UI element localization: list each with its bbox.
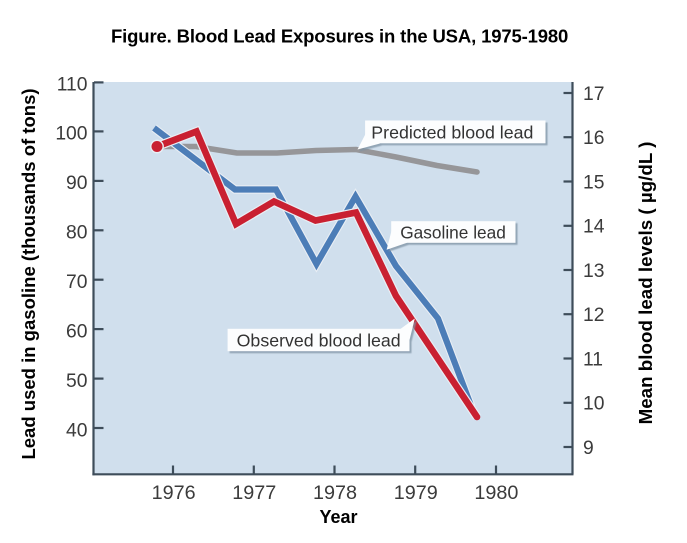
svg-text:Year: Year: [319, 507, 357, 527]
svg-text:16: 16: [583, 128, 604, 149]
svg-text:Gasoline lead: Gasoline lead: [400, 223, 506, 243]
svg-text:1976: 1976: [152, 482, 196, 504]
svg-text:50: 50: [66, 371, 87, 392]
svg-text:40: 40: [66, 420, 87, 441]
svg-text:1978: 1978: [313, 482, 357, 504]
svg-text:80: 80: [66, 223, 87, 244]
svg-text:15: 15: [583, 172, 604, 193]
svg-text:10: 10: [583, 394, 604, 415]
svg-text:60: 60: [66, 321, 87, 342]
svg-text:Predicted blood lead: Predicted blood lead: [371, 123, 533, 143]
svg-text:110: 110: [57, 75, 88, 96]
svg-text:Mean blood lead levels ( µg/dL: Mean blood lead levels ( µg/dL ): [635, 142, 656, 425]
svg-text:14: 14: [583, 217, 605, 238]
svg-text:12: 12: [583, 305, 604, 326]
svg-text:1980: 1980: [474, 482, 518, 504]
svg-text:9: 9: [583, 438, 594, 459]
svg-text:Observed blood lead: Observed blood lead: [237, 331, 401, 351]
svg-text:90: 90: [66, 173, 87, 194]
svg-text:70: 70: [66, 272, 87, 293]
svg-text:100: 100: [55, 124, 87, 145]
svg-text:Figure. Blood Lead Exposures i: Figure. Blood Lead Exposures in the USA,…: [111, 26, 568, 47]
svg-text:13: 13: [583, 261, 604, 282]
svg-text:17: 17: [583, 84, 604, 105]
svg-text:1979: 1979: [394, 482, 438, 504]
svg-text:1977: 1977: [232, 482, 276, 504]
svg-text:Lead used in gasoline (thousan: Lead used in gasoline (thousands of tons…: [18, 88, 39, 459]
svg-text:11: 11: [583, 349, 603, 370]
